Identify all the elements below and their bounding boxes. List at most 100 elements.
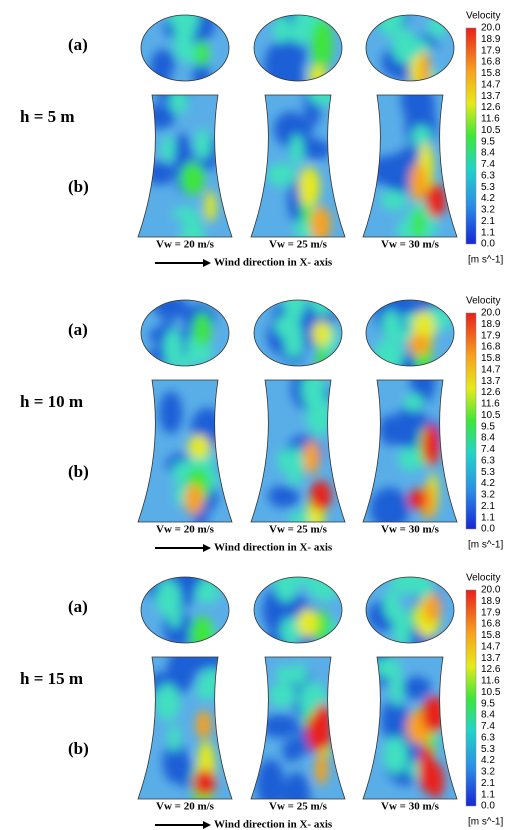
mid-region bbox=[382, 309, 400, 340]
legend-tick-label: 15.8 bbox=[481, 353, 501, 364]
row-a-label: (a) bbox=[68, 35, 88, 54]
high-region bbox=[298, 167, 320, 207]
mid-region bbox=[168, 7, 200, 29]
mid-region bbox=[268, 684, 297, 707]
low-region bbox=[282, 739, 302, 762]
mid-region bbox=[390, 670, 403, 707]
mid-region bbox=[301, 369, 324, 409]
legend-tick-label: 9.5 bbox=[481, 421, 495, 432]
legend-unit: [m s^-1] bbox=[468, 817, 503, 828]
low-region bbox=[269, 486, 287, 503]
high-region bbox=[180, 162, 204, 195]
speed-label: Vw = 30 m/s bbox=[381, 524, 440, 536]
mid-region bbox=[169, 601, 181, 629]
legend-tick-label: 8.4 bbox=[481, 710, 495, 721]
high-region bbox=[309, 65, 326, 87]
mid-region bbox=[284, 322, 303, 358]
legend-title: Velocity bbox=[466, 573, 500, 584]
legend-tick-label: 10.5 bbox=[481, 125, 501, 136]
high-region bbox=[193, 312, 211, 346]
legend-tick-label: 20.0 bbox=[481, 308, 501, 319]
legend-tick-label: 0.0 bbox=[481, 239, 495, 250]
wind-arrowhead bbox=[203, 259, 211, 267]
contour-blobs bbox=[264, 0, 333, 93]
speed-label: Vw = 25 m/s bbox=[269, 801, 328, 813]
legend-tick-label: 9.5 bbox=[481, 698, 495, 709]
high-region bbox=[303, 441, 319, 475]
high-region bbox=[426, 184, 446, 218]
legend-tick-label: 18.9 bbox=[481, 319, 501, 330]
height-label: h = 15 m bbox=[20, 669, 83, 688]
wind-arrowhead bbox=[203, 544, 211, 552]
mid-region bbox=[308, 82, 339, 105]
speed-label: Vw = 20 m/s bbox=[156, 524, 215, 536]
legend-tick-label: 4.2 bbox=[481, 193, 495, 204]
low-region bbox=[402, 676, 431, 699]
contour-field bbox=[138, 639, 232, 806]
legend-tick-label: 5.3 bbox=[481, 744, 495, 755]
contour-field bbox=[141, 5, 229, 95]
legend-title: Velocity bbox=[466, 296, 500, 307]
high-region bbox=[412, 209, 425, 239]
contour-field bbox=[254, 281, 342, 372]
legend-tick-label: 9.5 bbox=[481, 136, 495, 147]
legend-unit: [m s^-1] bbox=[468, 255, 503, 266]
mid-region bbox=[293, 663, 307, 687]
mid-region bbox=[286, 447, 304, 485]
low-region bbox=[267, 48, 295, 77]
colorbar bbox=[466, 28, 476, 244]
high-region bbox=[312, 321, 331, 346]
legend-tick-label: 17.9 bbox=[481, 607, 501, 618]
high-region bbox=[315, 753, 328, 785]
mid-region bbox=[169, 88, 187, 115]
high-region bbox=[297, 609, 318, 637]
mid-region bbox=[195, 129, 211, 160]
legend-tick-label: 2.1 bbox=[481, 501, 495, 512]
legend-tick-label: 17.9 bbox=[481, 45, 501, 56]
low-region bbox=[386, 718, 407, 736]
legend-tick-label: 10.5 bbox=[481, 410, 501, 421]
high-region bbox=[311, 19, 333, 69]
mid-region bbox=[283, 281, 306, 321]
legend-tick-label: 12.6 bbox=[481, 102, 501, 113]
mid-region bbox=[184, 349, 205, 363]
legend-tick-label: 0.0 bbox=[481, 801, 495, 812]
contour-field bbox=[251, 77, 345, 242]
legend-tick-label: 14.7 bbox=[481, 364, 501, 375]
high-region bbox=[428, 763, 445, 799]
contour-field bbox=[141, 295, 229, 371]
mid-region bbox=[168, 724, 180, 752]
speed-label: Vw = 20 m/s bbox=[156, 801, 215, 813]
legend-tick-label: 7.4 bbox=[481, 159, 495, 170]
legend-tick-label: 13.7 bbox=[481, 376, 501, 387]
legend-tick-label: 17.9 bbox=[481, 330, 501, 341]
legend-tick-label: 14.7 bbox=[481, 641, 501, 652]
row-a-label: (a) bbox=[68, 597, 88, 616]
speed-label: Vw = 20 m/s bbox=[156, 239, 215, 251]
wind-arrowhead bbox=[203, 821, 211, 829]
high-region bbox=[205, 191, 216, 222]
row-b-label: (b) bbox=[68, 177, 89, 196]
high-region bbox=[310, 206, 330, 242]
high-region bbox=[422, 696, 446, 733]
high-region bbox=[410, 163, 428, 202]
low-region bbox=[159, 391, 182, 434]
legend-tick-label: 10.5 bbox=[481, 687, 501, 698]
high-region bbox=[188, 435, 211, 459]
legend-tick-label: 14.7 bbox=[481, 79, 501, 90]
mid-region bbox=[290, 22, 312, 44]
high-region bbox=[408, 489, 427, 509]
legend-tick-label: 7.4 bbox=[481, 721, 495, 732]
high-region bbox=[408, 334, 431, 356]
high-region bbox=[196, 710, 211, 739]
mid-region bbox=[383, 736, 407, 774]
high-region bbox=[195, 41, 208, 67]
legend-tick-label: 13.7 bbox=[481, 91, 501, 102]
figure: (a)h = 5 m(b)Vw = 20 m/sVw = 25 m/sVw = … bbox=[0, 0, 523, 830]
legend-tick-label: 16.8 bbox=[481, 342, 501, 353]
mid-region bbox=[311, 291, 333, 316]
legend-tick-label: 18.9 bbox=[481, 34, 501, 45]
high-region bbox=[190, 616, 213, 658]
high-region bbox=[419, 50, 430, 96]
